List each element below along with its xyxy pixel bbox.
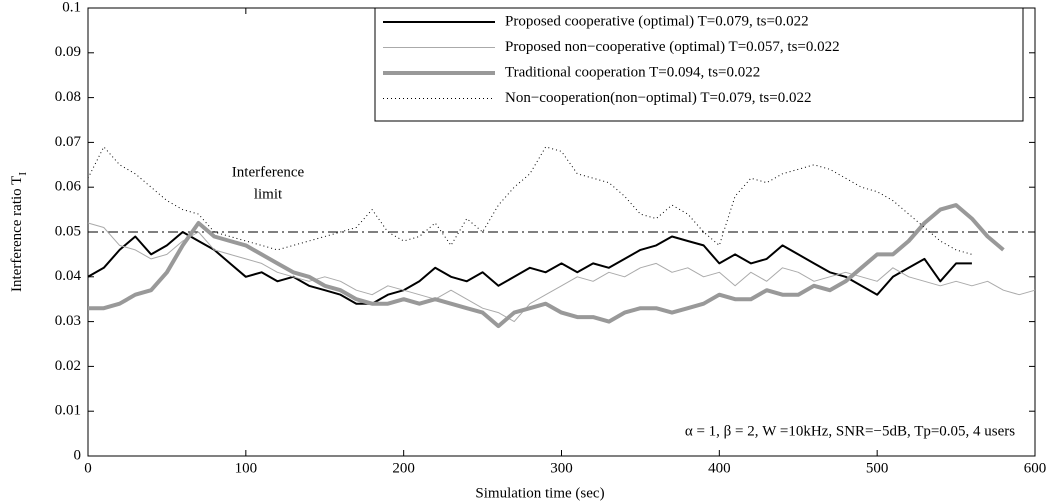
y-axis-label: Interference ratio TI	[9, 172, 28, 292]
y-tick-label: 0.09	[55, 44, 81, 60]
y-tick-label: 0.01	[55, 403, 81, 419]
y-tick-label: 0.08	[55, 89, 81, 105]
y-tick-label: 0.07	[55, 134, 82, 150]
y-tick-label: 0.02	[55, 358, 81, 374]
x-tick-label: 0	[84, 460, 92, 476]
x-tick-label: 600	[1024, 460, 1047, 476]
y-tick-label: 0.03	[55, 313, 81, 329]
y-tick-label: 0.04	[55, 268, 82, 284]
y-tick-label: 0.1	[62, 0, 81, 15]
y-tick-label: 0.06	[55, 179, 82, 195]
x-tick-label: 300	[550, 460, 573, 476]
x-tick-label: 500	[866, 460, 889, 476]
series-line	[87, 146, 973, 255]
x-tick-label: 400	[708, 460, 731, 476]
annotation-line: limit	[254, 186, 283, 202]
x-tick-label: 100	[235, 460, 258, 476]
legend-box	[374, 7, 1024, 122]
series-line	[87, 222, 1036, 323]
y-tick-label: 0.05	[55, 223, 81, 239]
parameters-note: α = 1, β = 2, W =10kHz, SNR=−5dB, Tp=0.0…	[685, 423, 1015, 439]
y-axis-label-main: Interference ratio T	[9, 176, 25, 292]
annotation-line: Interference	[232, 164, 305, 180]
legend-label: Traditional cooperation T=0.094, ts=0.02…	[505, 64, 760, 80]
x-tick-label: 200	[392, 460, 415, 476]
y-axis-label-subscript: I	[17, 172, 29, 176]
series-line	[87, 231, 972, 305]
series-line	[88, 203, 1005, 329]
legend-label: Proposed cooperative (optimal) T=0.079, …	[505, 13, 809, 29]
x-axis-label: Simulation time (sec)	[475, 485, 604, 501]
legend-label: Non−cooperation(non−optimal) T=0.079, ts…	[505, 90, 811, 106]
y-tick-label: 0	[74, 447, 82, 463]
legend-label: Proposed non−cooperative (optimal) T=0.0…	[505, 39, 840, 55]
